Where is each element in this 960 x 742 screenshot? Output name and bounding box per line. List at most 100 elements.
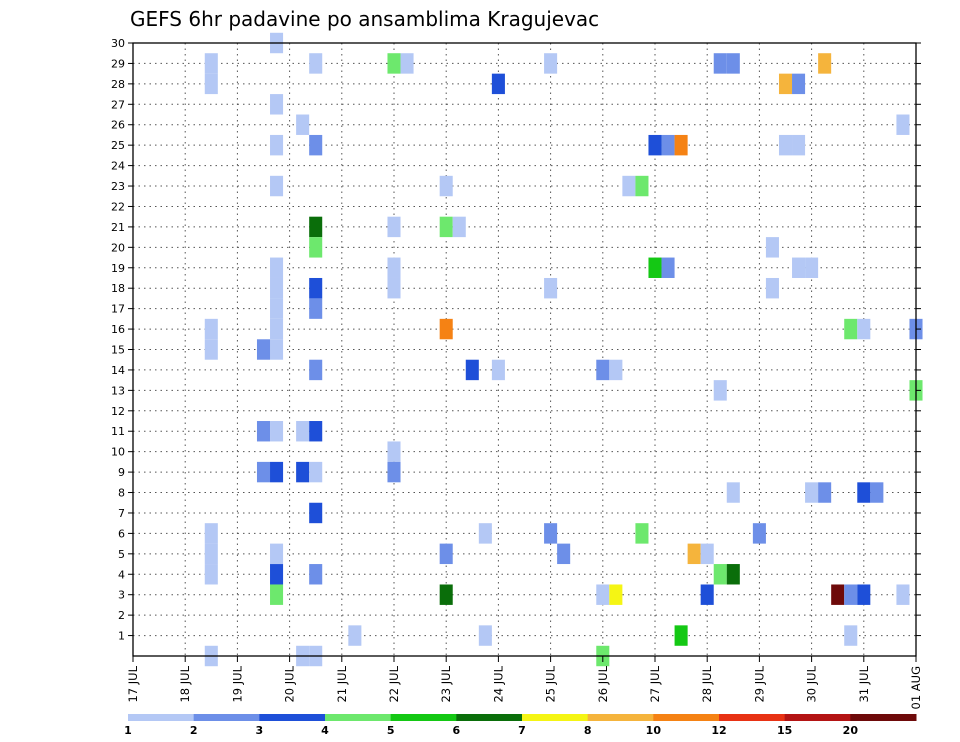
y-tick-label: 17 bbox=[111, 303, 125, 316]
precip-cell bbox=[818, 482, 832, 503]
x-tick-label: 25 JUL bbox=[544, 665, 558, 702]
y-tick-label: 3 bbox=[118, 589, 125, 602]
grid-lines bbox=[133, 43, 916, 656]
precip-cell bbox=[270, 277, 284, 299]
precip-cell bbox=[700, 543, 714, 565]
precip-cell bbox=[204, 53, 218, 74]
y-tick-label: 26 bbox=[111, 119, 125, 132]
y-tick-label: 10 bbox=[111, 446, 125, 459]
precip-cell bbox=[857, 482, 871, 503]
y-tick-label: 15 bbox=[111, 344, 125, 357]
colorbar-label: 8 bbox=[584, 724, 592, 737]
precip-cell bbox=[674, 625, 688, 646]
colorbar-swatch bbox=[522, 714, 589, 721]
precip-cell bbox=[204, 339, 218, 360]
precip-cell bbox=[713, 53, 727, 74]
x-tick-label: 17 JUL bbox=[126, 665, 140, 702]
x-tick-label: 18 JUL bbox=[178, 665, 192, 702]
precip-cell bbox=[296, 421, 310, 442]
precip-cell bbox=[896, 114, 910, 135]
colorbar-label: 20 bbox=[843, 724, 859, 737]
precip-cell bbox=[452, 216, 466, 238]
precip-cell bbox=[204, 564, 218, 585]
precip-cell bbox=[439, 584, 453, 605]
y-tick-label: 4 bbox=[118, 568, 125, 581]
precip-cell bbox=[857, 318, 871, 340]
precip-cell bbox=[256, 339, 271, 360]
precip-cell bbox=[870, 482, 884, 503]
precip-cell bbox=[387, 461, 401, 483]
x-tick-label: 01 AUG bbox=[909, 666, 923, 709]
precip-cell bbox=[309, 461, 323, 483]
precip-cell bbox=[439, 318, 453, 340]
precip-cell bbox=[204, 73, 218, 95]
precip-cell bbox=[270, 257, 284, 278]
precip-cell bbox=[491, 359, 505, 381]
x-tick-label: 28 JUL bbox=[700, 665, 714, 702]
y-tick-label: 1 bbox=[118, 630, 125, 643]
precip-cell bbox=[792, 134, 806, 156]
precip-cell bbox=[596, 359, 610, 381]
precip-cell bbox=[387, 216, 401, 238]
precip-cell bbox=[439, 175, 453, 197]
precip-cell bbox=[687, 543, 701, 565]
y-tick-label: 11 bbox=[111, 425, 125, 438]
colorbar-label: 15 bbox=[777, 724, 792, 737]
precip-cell bbox=[387, 53, 401, 74]
x-tick-label: 27 JUL bbox=[648, 665, 662, 702]
y-tick-label: 25 bbox=[111, 139, 125, 152]
x-tick-label: 24 JUL bbox=[491, 665, 505, 702]
precip-cell bbox=[400, 53, 414, 74]
precip-cell bbox=[296, 461, 310, 483]
y-tick-label: 20 bbox=[111, 241, 125, 254]
precip-cell bbox=[270, 543, 284, 565]
precip-cell bbox=[844, 318, 858, 340]
y-axis-ticks: 1234567891011121314151617181920212223242… bbox=[111, 37, 921, 643]
colorbar-label: 2 bbox=[190, 724, 198, 737]
precip-cell bbox=[309, 502, 323, 524]
precip-cell bbox=[792, 257, 806, 278]
colorbar-label: 6 bbox=[453, 724, 461, 737]
precip-cell bbox=[270, 564, 284, 585]
y-tick-label: 12 bbox=[111, 405, 125, 418]
x-tick-label: 22 JUL bbox=[387, 665, 401, 702]
precip-cell bbox=[270, 318, 284, 340]
colorbar-swatch bbox=[653, 714, 720, 721]
y-tick-label: 2 bbox=[118, 609, 125, 622]
precip-cell bbox=[465, 359, 479, 381]
colorbar-label: 1 bbox=[124, 724, 132, 737]
colorbar-swatch bbox=[325, 714, 392, 721]
x-tick-label: 20 JUL bbox=[283, 665, 297, 702]
precip-cell bbox=[204, 523, 218, 544]
colorbar-label: 10 bbox=[646, 724, 662, 737]
colorbar-label: 7 bbox=[518, 724, 526, 737]
y-tick-label: 27 bbox=[111, 98, 125, 111]
precip-cell bbox=[491, 73, 505, 95]
colorbar-label: 5 bbox=[387, 724, 395, 737]
precip-cell bbox=[270, 298, 284, 319]
precip-cell bbox=[478, 625, 492, 646]
precip-cell bbox=[270, 421, 284, 442]
precip-cell bbox=[726, 53, 740, 74]
precip-cell bbox=[844, 584, 858, 605]
precip-cells bbox=[204, 32, 923, 667]
precip-cell bbox=[857, 584, 871, 605]
precip-cell bbox=[544, 523, 558, 544]
precip-cell bbox=[700, 584, 714, 605]
precip-cell bbox=[204, 543, 218, 565]
x-tick-label: 29 JUL bbox=[752, 665, 766, 702]
colorbar: 1 2 3 4 5 6 7 8 10 12 15 20 bbox=[124, 714, 917, 737]
y-tick-label: 6 bbox=[118, 527, 125, 540]
x-tick-label: 30 JUL bbox=[805, 665, 819, 702]
y-tick-label: 30 bbox=[111, 37, 125, 50]
precip-cell bbox=[256, 421, 271, 442]
colorbar-swatch bbox=[128, 714, 195, 721]
y-tick-label: 8 bbox=[118, 487, 125, 500]
precip-cell bbox=[648, 134, 662, 156]
precip-cell bbox=[792, 73, 806, 95]
colorbar-swatch bbox=[587, 714, 654, 721]
y-tick-label: 18 bbox=[111, 282, 125, 295]
precip-cell bbox=[726, 564, 740, 585]
precip-cell bbox=[765, 237, 779, 258]
precip-cell bbox=[270, 94, 284, 115]
